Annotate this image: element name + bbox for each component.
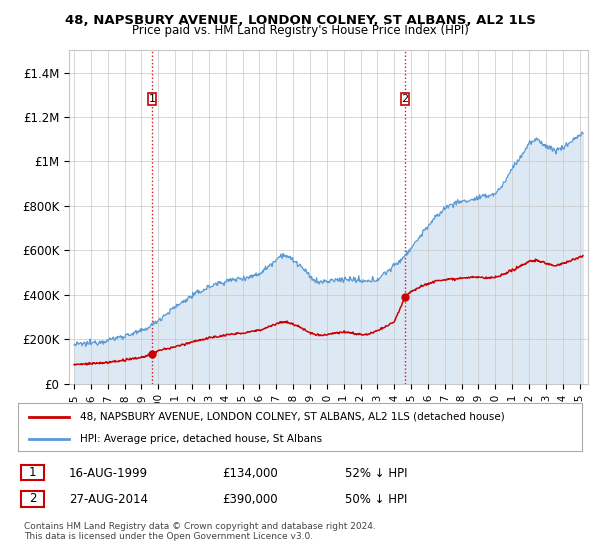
Text: 48, NAPSBURY AVENUE, LONDON COLNEY, ST ALBANS, AL2 1LS (detached house): 48, NAPSBURY AVENUE, LONDON COLNEY, ST A…	[80, 412, 505, 422]
Text: £134,000: £134,000	[222, 466, 278, 480]
Text: 48, NAPSBURY AVENUE, LONDON COLNEY, ST ALBANS, AL2 1LS: 48, NAPSBURY AVENUE, LONDON COLNEY, ST A…	[65, 14, 535, 27]
Text: 2: 2	[401, 94, 409, 104]
Text: 52% ↓ HPI: 52% ↓ HPI	[345, 466, 407, 480]
Text: HPI: Average price, detached house, St Albans: HPI: Average price, detached house, St A…	[80, 434, 322, 444]
Text: Contains HM Land Registry data © Crown copyright and database right 2024.
This d: Contains HM Land Registry data © Crown c…	[24, 522, 376, 542]
Text: 27-AUG-2014: 27-AUG-2014	[69, 493, 148, 506]
FancyBboxPatch shape	[401, 93, 409, 105]
Text: 2: 2	[29, 492, 36, 506]
Text: 16-AUG-1999: 16-AUG-1999	[69, 466, 148, 480]
Text: 1: 1	[148, 94, 155, 104]
Text: 1: 1	[29, 466, 36, 479]
Text: £390,000: £390,000	[222, 493, 278, 506]
FancyBboxPatch shape	[148, 93, 155, 105]
Text: 50% ↓ HPI: 50% ↓ HPI	[345, 493, 407, 506]
Text: Price paid vs. HM Land Registry's House Price Index (HPI): Price paid vs. HM Land Registry's House …	[131, 24, 469, 37]
